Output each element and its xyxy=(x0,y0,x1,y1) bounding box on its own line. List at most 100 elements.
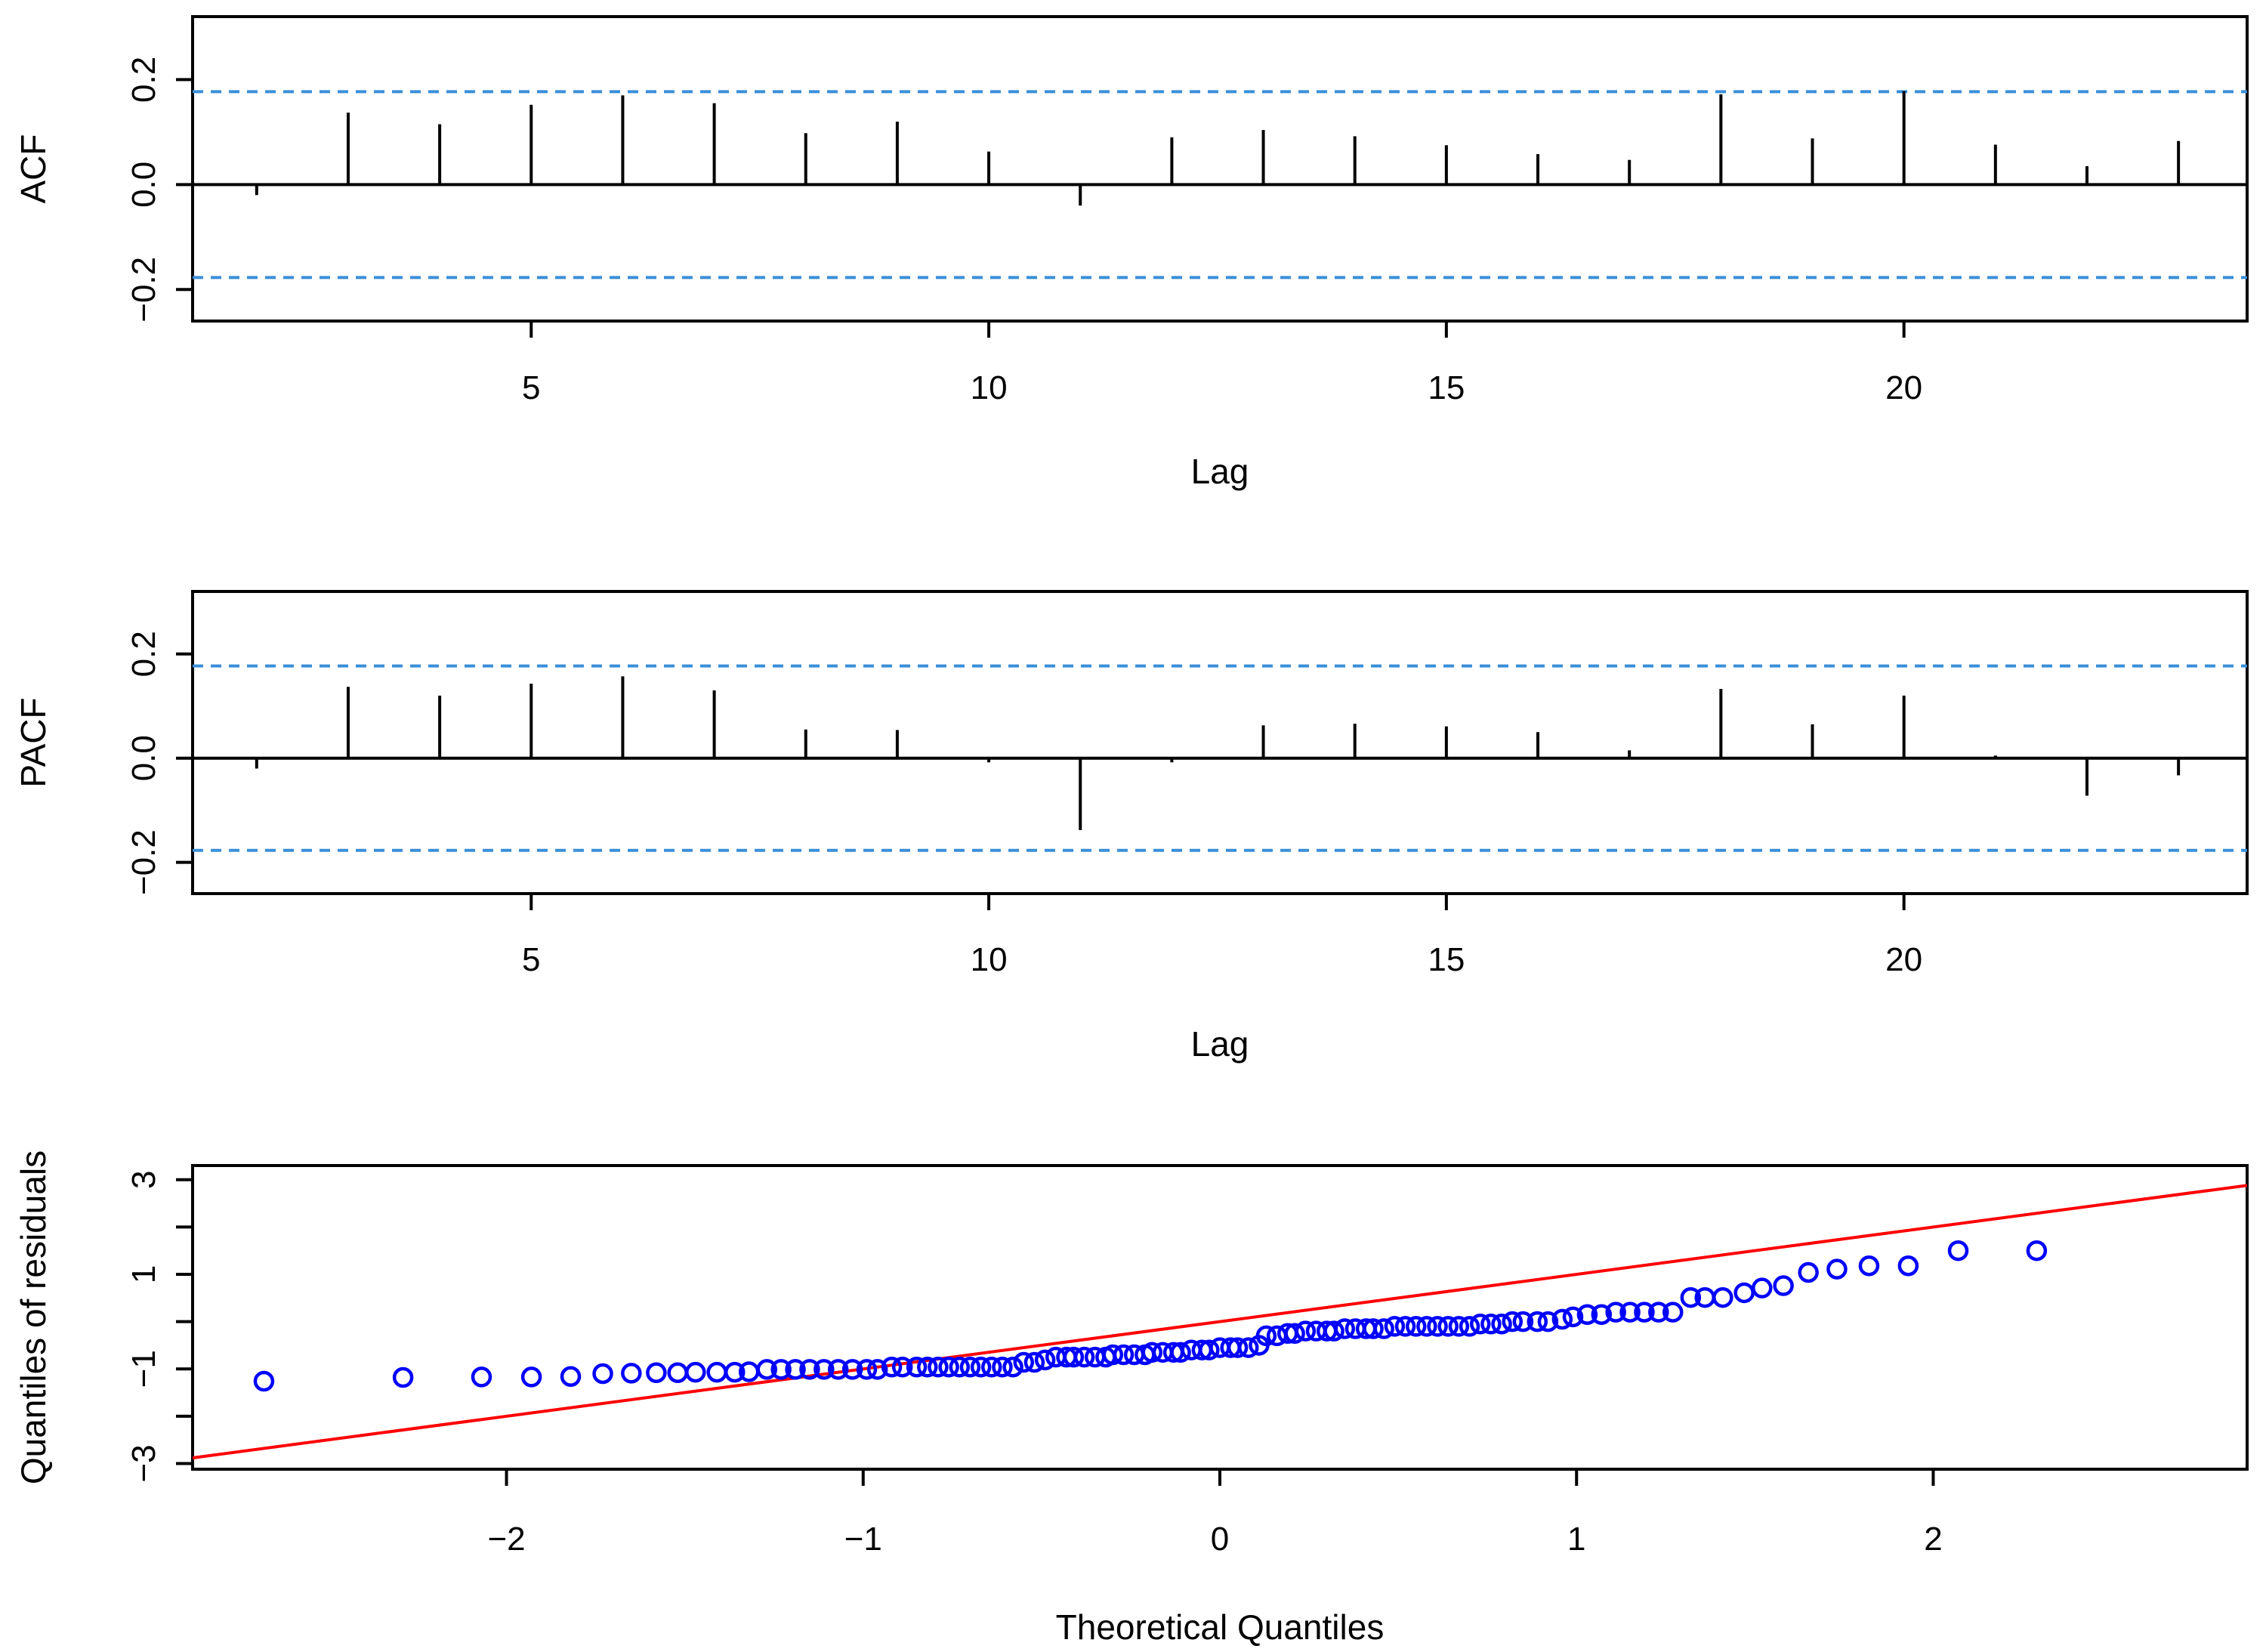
qq-point xyxy=(891,1356,913,1378)
qq-point xyxy=(1113,1344,1135,1366)
qq-point xyxy=(1373,1318,1394,1339)
qq-point xyxy=(1363,1318,1384,1339)
qq-point xyxy=(1073,1346,1095,1368)
qq-point xyxy=(1384,1316,1406,1337)
qq-point xyxy=(1947,1240,1969,1261)
qq-point xyxy=(1752,1277,1773,1298)
qq-point xyxy=(520,1366,542,1388)
y-axis-label: ACF xyxy=(14,134,53,204)
qq-point xyxy=(906,1356,928,1378)
qq-point xyxy=(1405,1316,1427,1337)
qq-point xyxy=(1023,1351,1045,1373)
qq-point xyxy=(1662,1302,1684,1323)
qq-point xyxy=(685,1361,706,1383)
x-tick-label: −1 xyxy=(844,1521,882,1558)
y-tick-label: 3 xyxy=(125,1171,162,1189)
qq-point xyxy=(1284,1323,1305,1345)
qq-point xyxy=(1238,1337,1259,1358)
y-tick-label: −1 xyxy=(125,1350,162,1388)
y-axis-label: Quantiles of residuals xyxy=(14,1150,53,1484)
qq-point xyxy=(1798,1261,1819,1283)
x-tick-label: 1 xyxy=(1567,1521,1585,1558)
qq-plot-panel: −2 −1 0 1 2 −3 −1 1 3 Theoretical Quantiles Quanti… xyxy=(14,1150,2249,1647)
y-tick-label: 0.0 xyxy=(125,735,162,781)
qq-point xyxy=(1826,1258,1848,1280)
qq-point xyxy=(1537,1311,1559,1332)
qq-point xyxy=(1858,1255,1880,1277)
qq-point xyxy=(928,1356,949,1378)
x-axis-label: Lag xyxy=(1191,452,1249,491)
qq-point xyxy=(1527,1311,1548,1332)
qq-point xyxy=(1416,1316,1437,1337)
qq-point xyxy=(959,1356,981,1378)
qq-point xyxy=(1712,1286,1733,1308)
qq-point xyxy=(1562,1306,1584,1328)
qq-point xyxy=(1733,1282,1755,1304)
qq-point xyxy=(1448,1316,1470,1337)
qq-point xyxy=(560,1366,582,1388)
qq-point xyxy=(770,1359,792,1380)
qq-point xyxy=(1334,1318,1356,1339)
x-axis-label: Theoretical Quantiles xyxy=(1056,1607,1385,1647)
qq-point xyxy=(813,1359,835,1380)
qq-point xyxy=(938,1356,959,1378)
qq-point xyxy=(992,1356,1013,1378)
qq-point xyxy=(1063,1346,1085,1368)
qq-point xyxy=(1502,1311,1523,1332)
qq-point xyxy=(2026,1240,2048,1261)
y-axis-label: PACF xyxy=(14,697,53,787)
qq-point xyxy=(1591,1304,1613,1325)
qq-point xyxy=(1512,1311,1534,1332)
qq-point xyxy=(1605,1302,1626,1323)
qq-point xyxy=(1394,1316,1416,1337)
qq-point xyxy=(1551,1308,1573,1330)
qq-point xyxy=(856,1359,878,1380)
qq-point xyxy=(949,1356,971,1378)
qq-point xyxy=(756,1359,778,1380)
qq-point xyxy=(253,1370,275,1392)
qq-point xyxy=(724,1361,746,1383)
x-tick-label: 20 xyxy=(1885,941,1922,978)
qq-point xyxy=(1170,1342,1191,1363)
qq-point xyxy=(1619,1302,1641,1323)
x-tick-label: 20 xyxy=(1885,369,1922,406)
qq-point xyxy=(621,1363,642,1384)
x-tick-label: 5 xyxy=(522,369,540,406)
qq-point xyxy=(1680,1286,1702,1308)
qq-point xyxy=(827,1359,849,1380)
qq-point xyxy=(1141,1342,1163,1363)
qq-point xyxy=(1773,1275,1794,1296)
qq-point xyxy=(799,1359,820,1380)
qq-point xyxy=(392,1366,414,1388)
qq-point xyxy=(706,1361,727,1383)
qq-point xyxy=(1295,1320,1317,1342)
qq-point xyxy=(1013,1351,1035,1373)
plot-frame xyxy=(191,15,2249,323)
pacf-panel: 5 10 15 20 −0.2 0.0 0.2 Lag PACF xyxy=(14,590,2249,1064)
y-tick-label: 0.0 xyxy=(125,162,162,208)
qq-point xyxy=(1102,1344,1124,1366)
qq-point xyxy=(970,1356,992,1378)
qq-point xyxy=(1469,1314,1491,1335)
y-tick-label: −3 xyxy=(125,1444,162,1482)
x-tick-label: 10 xyxy=(971,941,1008,978)
x-tick-label: 5 xyxy=(522,941,540,978)
qq-point xyxy=(785,1359,806,1380)
qq-point xyxy=(667,1362,688,1384)
x-axis-label: Lag xyxy=(1191,1024,1249,1064)
y-tick-label: 0.2 xyxy=(125,631,162,677)
qq-point xyxy=(1648,1302,1669,1323)
qq-point xyxy=(1897,1255,1919,1277)
qq-point xyxy=(1227,1337,1249,1358)
plot-frame xyxy=(191,590,2249,895)
x-tick-label: 2 xyxy=(1924,1521,1942,1558)
qq-point xyxy=(1034,1349,1056,1371)
x-tick-label: 10 xyxy=(971,369,1008,406)
qq-point xyxy=(981,1356,1002,1378)
x-tick-label: −2 xyxy=(487,1521,525,1558)
x-tick-label: 0 xyxy=(1211,1521,1229,1558)
qq-reference-line xyxy=(193,1184,2247,1459)
y-tick-label: 1 xyxy=(125,1265,162,1283)
qq-point xyxy=(841,1359,863,1380)
